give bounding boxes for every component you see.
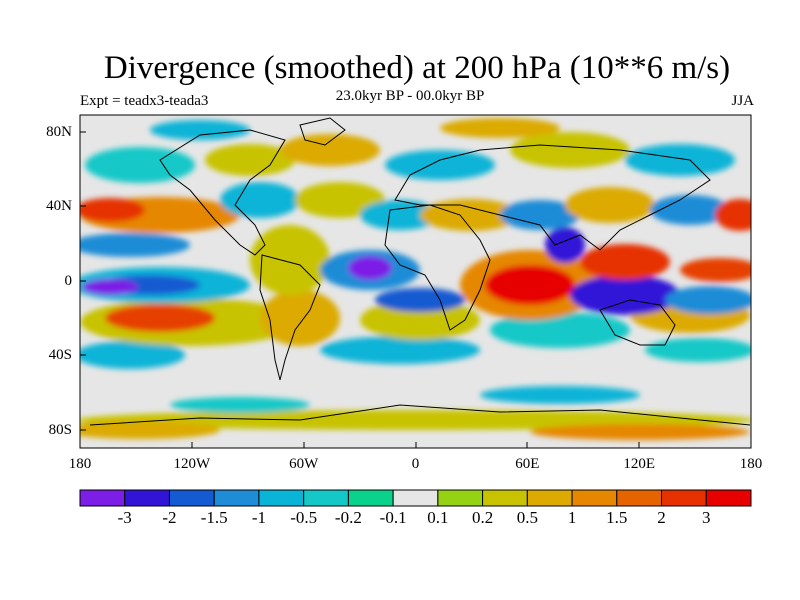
latitude-label: 0 bbox=[64, 273, 73, 289]
colorbar-swatch bbox=[616, 489, 663, 507]
colorbar-swatch bbox=[213, 489, 260, 507]
contour-field bbox=[80, 115, 751, 448]
field-blob bbox=[348, 256, 392, 280]
longitude-label: 0 bbox=[411, 456, 420, 472]
field-blob bbox=[570, 275, 680, 315]
field-blob bbox=[80, 421, 220, 439]
field-blob bbox=[205, 144, 295, 176]
colorbar-swatch bbox=[258, 489, 305, 507]
colorbar bbox=[79, 489, 752, 507]
field-blob bbox=[440, 118, 560, 138]
field-blob bbox=[80, 198, 145, 222]
field-blob bbox=[170, 397, 310, 413]
field-blob bbox=[680, 258, 751, 282]
longitude-label: 120W bbox=[173, 456, 211, 472]
colorbar-level-label: -3 bbox=[117, 508, 132, 527]
field-blob bbox=[375, 288, 465, 312]
colorbar-swatch bbox=[392, 489, 439, 507]
field-blob bbox=[565, 187, 655, 223]
field-blob bbox=[545, 227, 585, 263]
field-blob bbox=[320, 336, 480, 364]
colorbar-level-label: -2 bbox=[162, 508, 177, 527]
field-blob bbox=[420, 199, 520, 231]
plot-title: Divergence (smoothed) at 200 hPa (10**6 … bbox=[103, 50, 731, 86]
period-label: 23.0kyr BP - 00.0kyr BP bbox=[335, 88, 485, 104]
coastline-australia bbox=[599, 299, 676, 346]
field-blob bbox=[480, 386, 640, 404]
longitude-label: 180 bbox=[739, 456, 763, 472]
field-blob bbox=[85, 147, 195, 183]
field-blob bbox=[485, 265, 575, 305]
colorbar-swatch bbox=[168, 489, 215, 507]
field-blob bbox=[360, 200, 440, 230]
field-blob bbox=[665, 286, 751, 314]
field-blob bbox=[500, 200, 580, 230]
axis-ticks bbox=[79, 131, 752, 448]
field-blob bbox=[530, 424, 750, 440]
field-blob bbox=[80, 233, 190, 257]
coastline-greenland bbox=[299, 117, 346, 146]
colorbar-level-label: 2 bbox=[657, 508, 666, 527]
colorbar-level-label: 0.2 bbox=[471, 508, 494, 527]
colorbar-level-label: 1 bbox=[567, 508, 577, 527]
latitude-label: 40N bbox=[46, 198, 72, 214]
field-blob bbox=[105, 304, 215, 332]
field-blob bbox=[150, 120, 250, 140]
colorbar-level-label: 3 bbox=[702, 508, 711, 527]
field-blob bbox=[295, 182, 385, 218]
coastlines bbox=[89, 117, 751, 426]
colorbar-swatch bbox=[482, 489, 528, 507]
latitude-label: 80N bbox=[46, 124, 72, 140]
colorbar-level-label: 1.5 bbox=[606, 508, 628, 527]
colorbar-level-label: -1 bbox=[251, 508, 266, 527]
longitude-label: 60W bbox=[289, 456, 319, 472]
coastline-north-america bbox=[159, 129, 286, 256]
coastline-africa bbox=[384, 204, 491, 331]
longitude-label: 60E bbox=[515, 456, 540, 472]
colorbar-swatch bbox=[347, 489, 394, 507]
coastline-eurasia bbox=[394, 144, 711, 251]
colorbar-swatch bbox=[303, 489, 349, 507]
longitude-label: 120E bbox=[623, 456, 655, 472]
coastline-antarctica bbox=[89, 404, 751, 426]
colorbar-level-label: -0.1 bbox=[379, 508, 407, 527]
field-blob bbox=[580, 244, 670, 280]
field-blob bbox=[385, 150, 495, 180]
colorbar-level-label: -0.5 bbox=[290, 508, 318, 527]
field-blob bbox=[625, 144, 735, 176]
colorbar-swatch bbox=[124, 489, 170, 507]
colorbar-swatch bbox=[437, 489, 484, 507]
colorbar-swatch bbox=[571, 489, 618, 507]
field-blob bbox=[80, 341, 185, 369]
coastline-south-america bbox=[259, 254, 321, 381]
field-blob bbox=[260, 290, 340, 346]
colorbar-level-label: -1.5 bbox=[200, 508, 228, 527]
field-blob bbox=[715, 199, 751, 231]
colorbar-level-label: -0.2 bbox=[334, 508, 362, 527]
field-blob bbox=[250, 225, 330, 295]
field-blob bbox=[510, 132, 630, 168]
field-blob bbox=[280, 134, 380, 166]
colorbar-level-label: 0.1 bbox=[427, 508, 449, 527]
experiment-label: Expt = teadx3-teada3 bbox=[80, 93, 209, 109]
field-blob bbox=[220, 182, 300, 218]
field-blob bbox=[80, 410, 751, 430]
field-blob bbox=[650, 195, 730, 225]
colorbar-swatch bbox=[526, 489, 573, 507]
colorbar-swatch bbox=[705, 489, 752, 507]
latitude-label: 80S bbox=[48, 422, 72, 438]
field-blob bbox=[82, 279, 138, 295]
season-label: JJA bbox=[731, 93, 754, 109]
field-blob bbox=[645, 338, 751, 362]
colorbar-level-label: 0.5 bbox=[516, 508, 538, 527]
colorbar-swatch bbox=[661, 489, 707, 507]
field-blob bbox=[490, 312, 630, 348]
longitude-label: 180 bbox=[68, 456, 92, 472]
latitude-label: 40S bbox=[48, 347, 72, 363]
colorbar-swatch bbox=[79, 489, 126, 507]
